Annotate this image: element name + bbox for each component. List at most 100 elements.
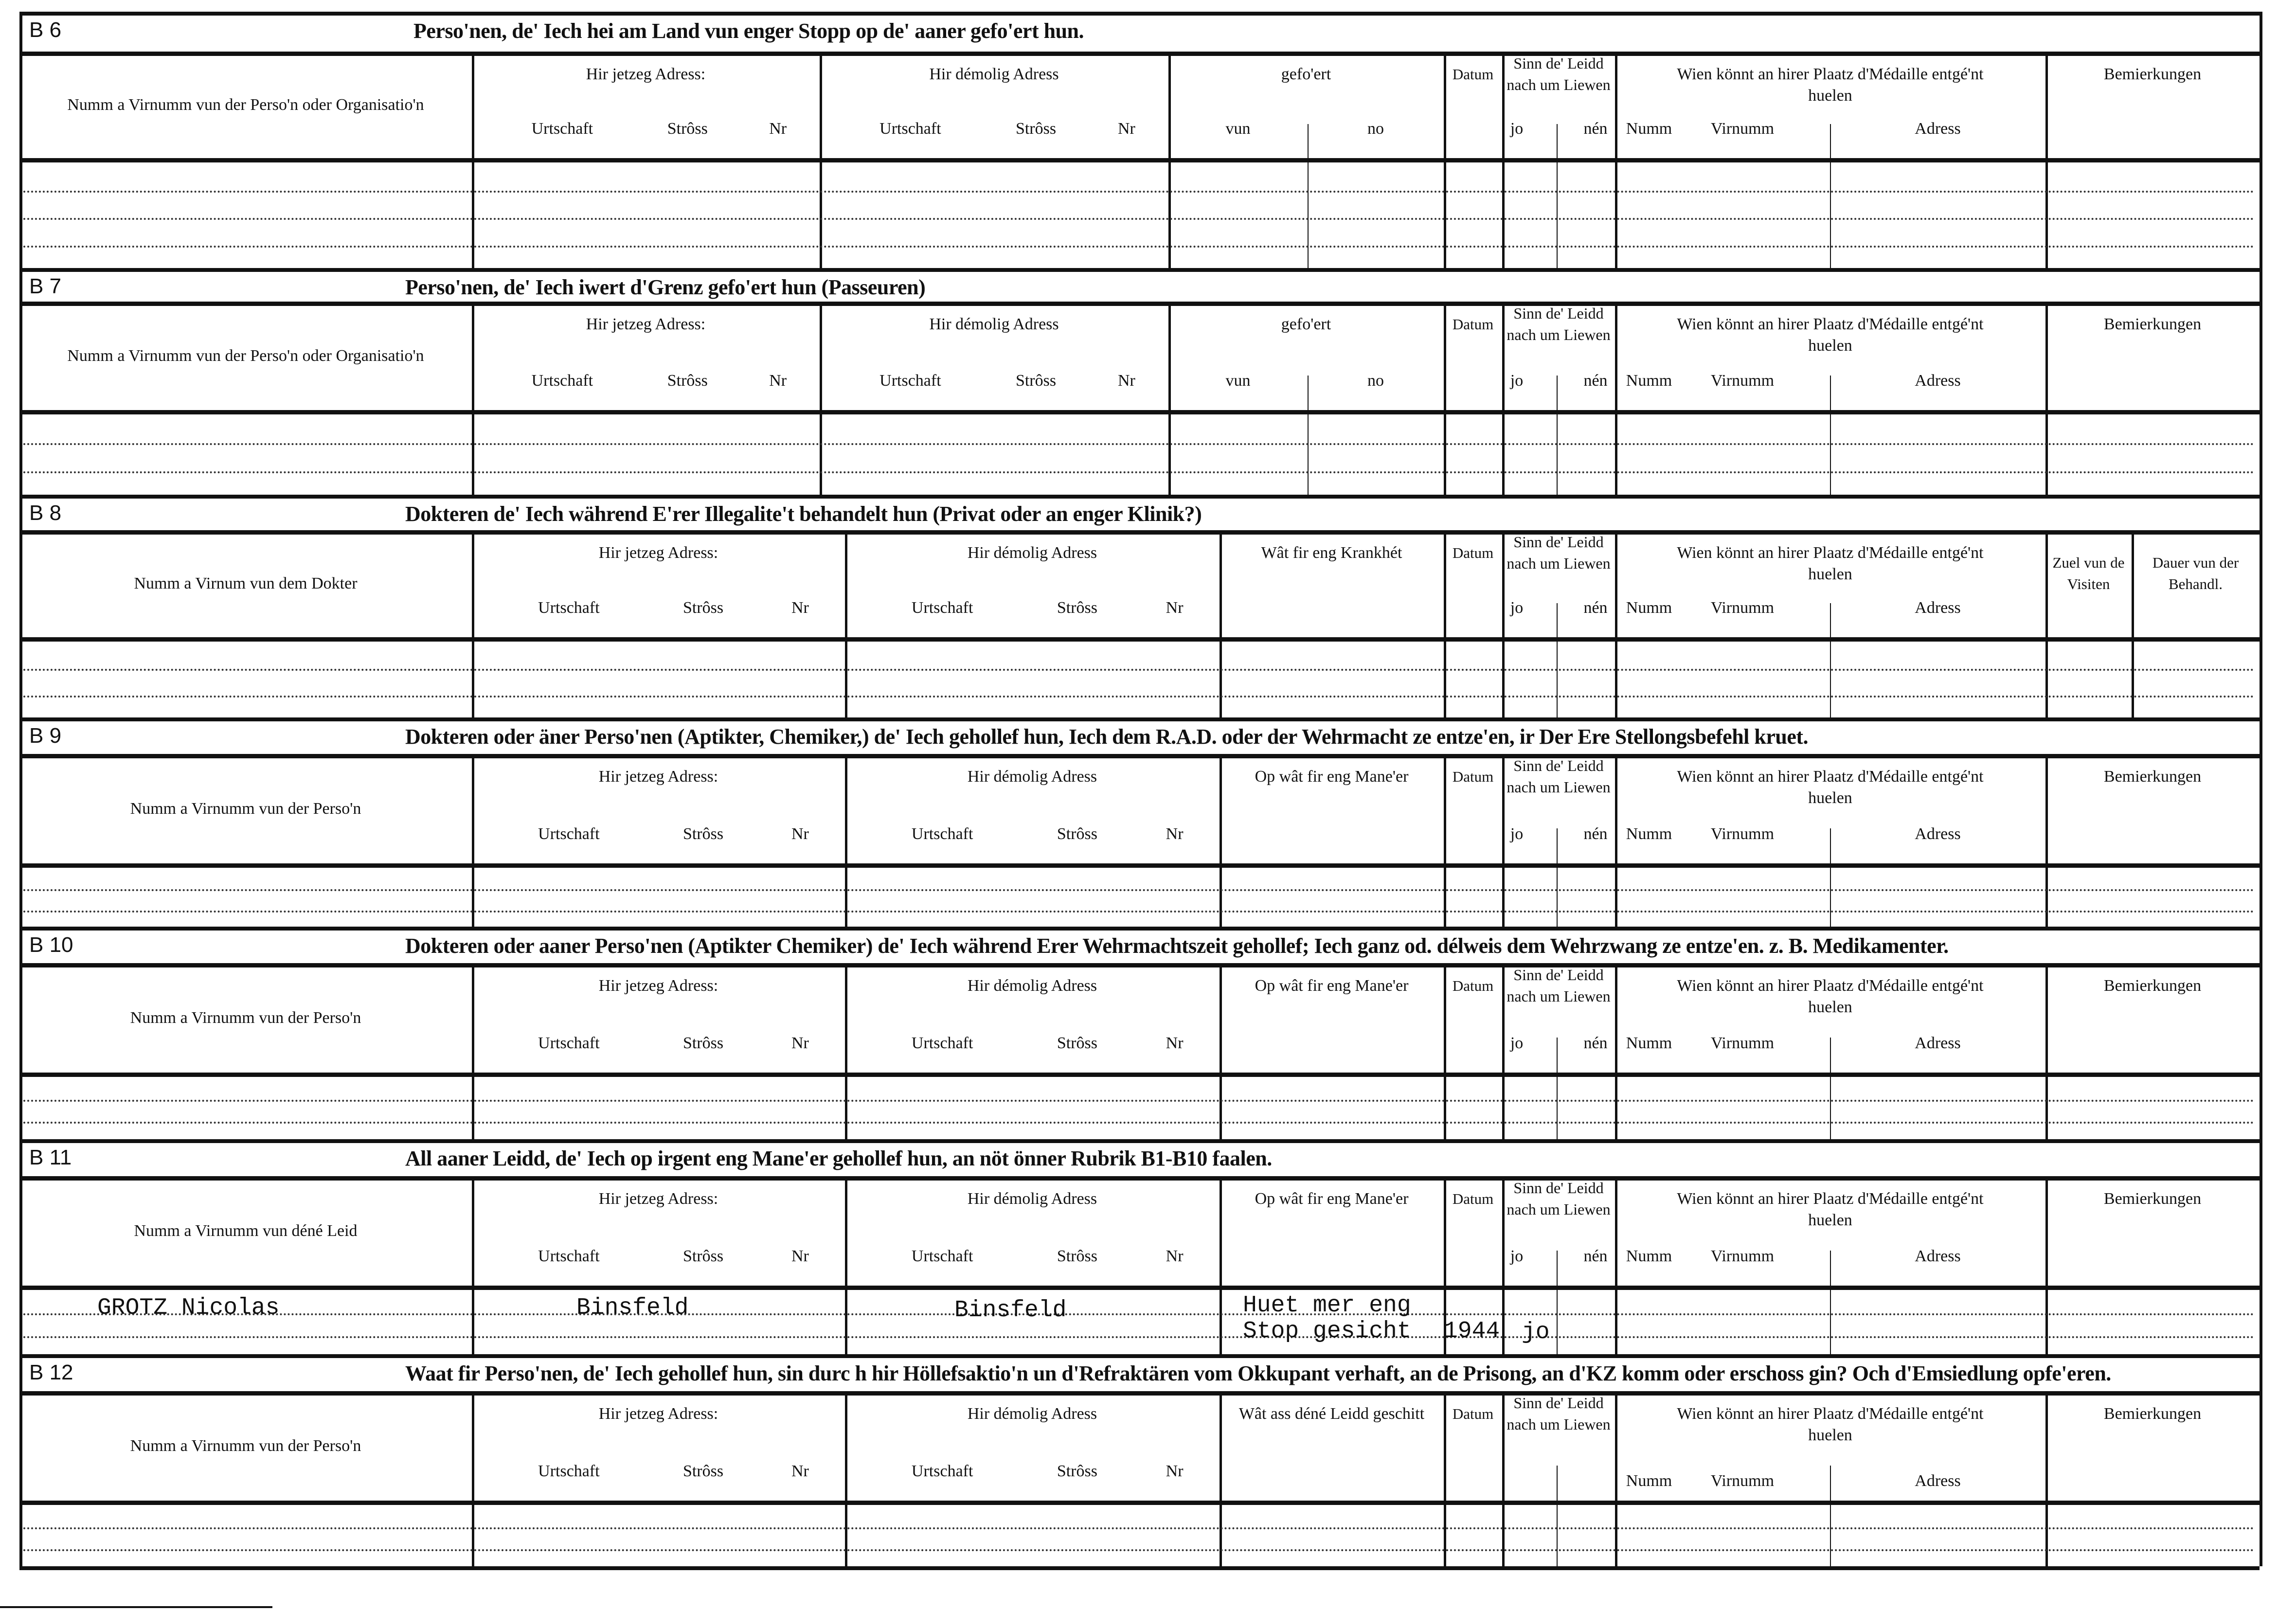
column-divider (1615, 302, 1617, 495)
name-column-header: Numm a Virnumm vun der Perso'n oder Orga… (67, 95, 424, 114)
entry-line[interactable] (23, 1313, 2256, 1315)
section-code: B 7 (29, 274, 62, 298)
visits-count-header: Zuel vun de Visiten (2052, 554, 2125, 592)
column-divider (472, 1176, 474, 1354)
entry-line[interactable] (23, 1549, 2256, 1551)
former-nr-header: Nr (1166, 1034, 1184, 1052)
section-code: B 6 (29, 18, 62, 42)
divider-line (19, 1501, 2260, 1505)
entry-line[interactable] (23, 471, 2256, 473)
column-divider (820, 52, 822, 268)
entry-line[interactable] (23, 1099, 2256, 1102)
column-divider (2045, 1176, 2048, 1354)
entry-line[interactable] (23, 889, 2256, 892)
current-urtschaft-header: Urtschaft (538, 1247, 600, 1265)
column-divider (472, 302, 474, 495)
survival-header: Sinn de' Leidd nach um Liewen (1507, 1179, 1611, 1218)
column-divider (1308, 375, 1309, 495)
divider-line (19, 1286, 2260, 1290)
column-divider (2260, 495, 2262, 717)
entry-line[interactable] (23, 218, 2256, 220)
column-divider (1220, 1176, 1222, 1354)
entry-line[interactable] (23, 443, 2256, 445)
entry-line[interactable] (23, 1527, 2256, 1529)
column-divider (472, 52, 474, 268)
divider-line (0, 1606, 272, 1608)
entry-manner-line1[interactable]: Huet mer eng (1243, 1292, 1411, 1319)
column-divider (1502, 302, 1505, 495)
former-urtschaft-header: Urtschaft (879, 120, 941, 138)
former-stross-header: Strôss (1057, 1247, 1097, 1265)
entry-survival[interactable]: jo (1522, 1319, 1550, 1345)
column-divider (1502, 52, 1505, 268)
survival-no-header: nén (1583, 372, 1608, 390)
divider-line (19, 495, 2260, 499)
column-divider (1615, 754, 1617, 927)
medal-recipient-header: Wien könnt an hirer Plaatz d'Médaille en… (1677, 977, 1984, 1016)
entry-line[interactable] (23, 190, 2256, 193)
current-stross-header: Strôss (682, 1034, 724, 1052)
current-stross-header: Strôss (682, 1247, 724, 1265)
name-column-header: Numm a Virnum vun dem Dokter (134, 574, 358, 592)
column-divider (472, 754, 474, 927)
entry-date[interactable]: 1944 (1444, 1318, 1500, 1344)
column-divider (2260, 927, 2262, 1139)
column-divider (1502, 754, 1505, 927)
column-divider (1168, 52, 1171, 268)
current-stross-header: Strôss (682, 825, 724, 843)
divider-line (19, 963, 2260, 967)
former-urtschaft-header: Urtschaft (911, 1462, 973, 1480)
column-divider (1444, 1176, 1446, 1354)
medal-recipient-header: Wien könnt an hirer Plaatz d'Médaille en… (1677, 65, 1984, 105)
column-divider (1557, 1038, 1558, 1139)
divider-line (19, 927, 2260, 931)
entry-line[interactable] (23, 696, 2256, 698)
recipient-address-header: Adress (1915, 1247, 1961, 1265)
entry-name[interactable]: GROTZ Nicolas (97, 1295, 280, 1321)
survival-header: Sinn de' Leidd nach um Liewen (1507, 533, 1611, 572)
name-column-header: Numm a Virnumm vun der Perso'n (130, 799, 361, 818)
entry-line[interactable] (23, 245, 2256, 248)
former-nr-header: Nr (1166, 1247, 1184, 1265)
former-stross-header: Strôss (1015, 120, 1057, 138)
survival-no-header: nén (1583, 1247, 1608, 1265)
column-divider (472, 530, 474, 717)
transported-to-header: no (1367, 372, 1384, 390)
current-address-header: Hir jetzeg Adress: (598, 544, 718, 562)
recipient-name-header: Numm (1626, 825, 1672, 843)
divider-line (19, 12, 2260, 16)
current-urtschaft-header: Urtschaft (538, 825, 600, 843)
entry-line[interactable] (23, 1336, 2256, 1338)
recipient-name-header: Numm (1626, 1034, 1672, 1052)
remarks-header: Bemierkungen (2103, 65, 2202, 83)
remarks-header: Bemierkungen (2103, 315, 2202, 333)
column-divider (1444, 1391, 1446, 1566)
current-nr-header: Nr (769, 372, 787, 390)
current-urtschaft-header: Urtschaft (538, 599, 600, 617)
current-nr-header: Nr (791, 1247, 809, 1265)
entry-line[interactable] (23, 910, 2256, 913)
name-column-header: Numm a Virnumm vun déné Leid (134, 1221, 358, 1240)
entry-former-urtschaft[interactable]: Binsfeld (954, 1297, 1067, 1324)
former-urtschaft-header: Urtschaft (911, 825, 973, 843)
former-address-header: Hir démolig Adress (967, 1405, 1097, 1423)
current-nr-header: Nr (791, 1462, 809, 1480)
column-divider (2045, 754, 2048, 927)
current-address-header: Hir jetzeg Adress: (586, 65, 706, 83)
current-stross-header: Strôss (667, 120, 708, 138)
section-title: Perso'nen, de' Iech iwert d'Grenz gefo'e… (405, 275, 926, 299)
column-divider (1220, 1391, 1222, 1566)
entry-manner-line2[interactable]: Stop gesicht (1243, 1318, 1411, 1344)
column-divider (2045, 1391, 2048, 1566)
entry-current-urtschaft[interactable]: Binsfeld (576, 1295, 689, 1321)
entry-line[interactable] (23, 1122, 2256, 1124)
section-title: Dokteren oder äner Perso'nen (Aptikter, … (405, 725, 1809, 749)
survival-header: Sinn de' Leidd nach um Liewen (1507, 757, 1611, 796)
divider-line (19, 717, 2260, 721)
date-header: Datum (1452, 977, 1494, 994)
entry-line[interactable] (23, 669, 2256, 671)
divider-line (19, 863, 2260, 868)
section-code: B 10 (29, 933, 73, 957)
date-header: Datum (1452, 544, 1494, 561)
